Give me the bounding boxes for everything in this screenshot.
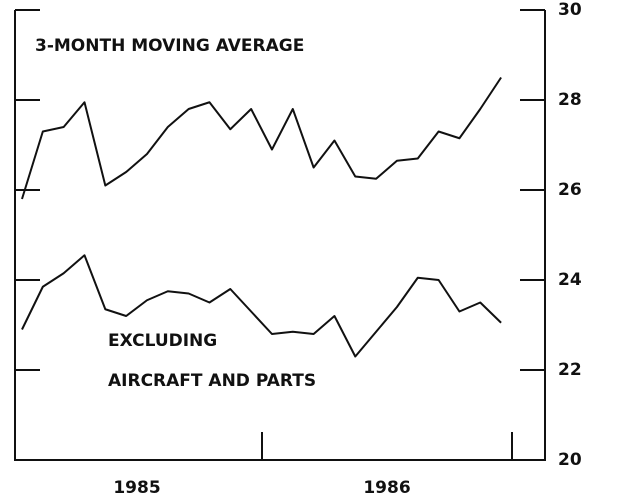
y-tick-label: 22 xyxy=(558,360,582,380)
y-tick-label: 26 xyxy=(558,180,582,200)
y-tick-label: 24 xyxy=(558,270,582,290)
annotation: EXCLUDING xyxy=(108,331,217,351)
annotation: AIRCRAFT AND PARTS xyxy=(108,371,316,391)
chart-title: 3-MONTH MOVING AVERAGE xyxy=(35,36,304,56)
series-line xyxy=(21,76,502,200)
year-label: 1985 xyxy=(113,478,160,498)
y-tick-label: 30 xyxy=(558,0,582,20)
y-tick-label: 28 xyxy=(558,90,582,110)
series-line xyxy=(21,254,502,358)
year-label: 1986 xyxy=(363,478,410,498)
y-tick-label: 20 xyxy=(558,450,582,470)
